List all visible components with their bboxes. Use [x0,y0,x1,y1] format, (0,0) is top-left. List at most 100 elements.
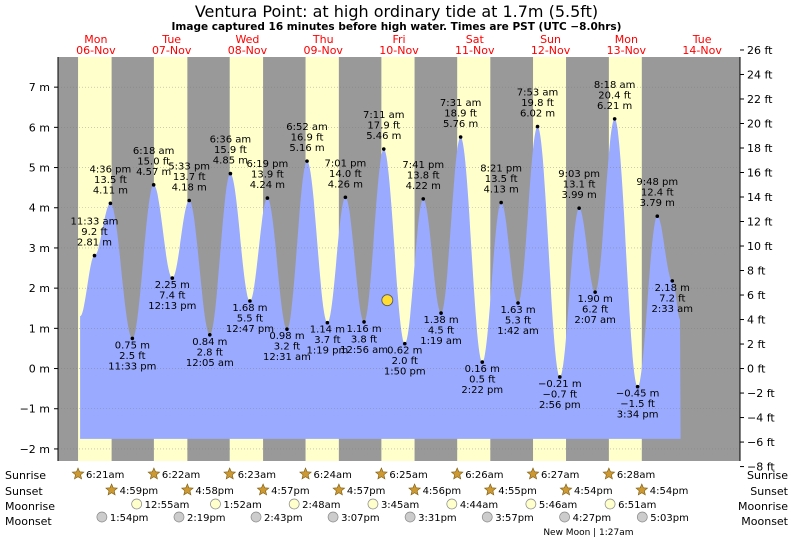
moonrise-moon-icon [131,498,143,510]
left-tick-label: 3 m [29,242,50,255]
sunrise-row-label-right: Sunrise [747,469,788,482]
low-tide-point [325,320,330,325]
moonset-moon-icon [327,511,339,523]
left-tick-label: 5 m [29,162,50,175]
low-tide-label: 12:56 am [340,345,388,356]
chart-title: Ventura Point: at high ordinary tide at … [195,2,598,21]
sunrise-time: 6:27am [541,470,579,481]
moonset-row-label-right: Moonset [741,515,788,528]
high-tide-label: 12.4 ft [641,188,674,199]
high-tide-label: 4:36 pm [90,164,132,175]
left-tick-label: 6 m [29,121,50,134]
moonrise-time: 3:45am [381,500,419,511]
sunset-star-icon [180,483,194,496]
high-tide-point [535,124,540,129]
right-tick-label: 6 ft [747,289,766,302]
low-tide-label: 12:13 pm [148,301,196,312]
low-tide-point [558,375,562,379]
high-tide-label: 13.5 ft [94,175,127,186]
sunrise-star-icon [450,467,464,480]
low-tide-point [402,341,407,346]
low-tide-label: 2.8 ft [197,347,223,358]
moonset-moon-icon [481,511,493,523]
day-date-label: 12-Nov [531,44,571,57]
moonset-moon-icon [173,511,185,523]
low-tide-point [593,290,597,294]
sunrise-time: 6:26am [465,470,503,481]
moonset-moon-icon [250,511,262,523]
low-tide-label: 2.0 ft [392,356,418,367]
low-tide-point [516,301,520,305]
low-tide-point [439,311,443,315]
right-tick-label: 24 ft [747,68,773,81]
high-tide-point [381,147,386,151]
sunrise-row-label-left: Sunrise [5,469,46,482]
moonrise-time: 5:46am [539,500,577,511]
title-group: Ventura Point: at high ordinary tide at … [172,2,622,33]
right-tick-label: 18 ft [747,142,773,155]
sunset-star-icon [105,483,119,496]
low-tide-label: 4.5 ft [428,326,454,337]
low-tide-label: 2:07 am [574,315,616,326]
high-tide-label: 9.2 ft [81,227,107,238]
current-tide-marker [381,294,394,307]
day-of-week-label: Mon [84,33,107,46]
low-tide-label: 1:19 am [420,336,462,347]
high-tide-point [612,117,617,121]
day-labels: Mon06-NovTue07-NovWed08-NovThu09-NovFri1… [76,33,722,57]
sunrise-star-icon [526,467,540,480]
high-tide-label: 6:52 am [286,122,328,133]
high-tide-label: 2.81 m [77,238,112,249]
moonrise-moon-icon [210,498,221,510]
moonset-moon-icon [404,511,416,523]
sunrise-time: 6:21am [86,470,124,481]
sunset-time: 4:54pm [574,486,613,497]
low-tide-point [170,276,175,280]
sunrise-star-icon [223,467,237,480]
moonrise-time: 12:55am [145,500,190,511]
low-tide-label: 7.4 ft [159,291,185,302]
high-tide-point [305,159,309,163]
high-tide-point [655,214,660,218]
moonset-time: 1:54pm [110,513,149,524]
sunset-time: 4:56pm [423,486,462,497]
low-tide-point [635,384,640,389]
high-tide-point [92,253,97,258]
sunset-row-label-right: Sunset [750,485,788,498]
high-tide-label: 18.9 ft [444,108,477,119]
right-tick-label: 12 ft [747,216,773,229]
sunrise-star-icon [374,467,388,480]
high-tide-label: 3.79 m [640,198,675,209]
sunrise-star-icon [147,467,161,480]
sunset-row-label-left: Sunset [5,485,43,498]
high-tide-label: 4.18 m [172,183,207,194]
low-tide-label: 0.75 m [115,340,150,351]
high-tide-label: 4.26 m [328,179,363,190]
moonrise-moon-icon [446,498,458,510]
moonset-time: 3:31pm [418,513,457,524]
right-tick-label: 16 ft [747,166,773,179]
moonset-time: 4:27pm [573,513,612,524]
day-date-label: 06-Nov [76,44,116,57]
low-tide-point [480,360,485,364]
moonset-time: 2:19pm [187,513,226,524]
moonrise-time: 2:48am [302,500,340,511]
moonrise-moon-icon [525,498,537,510]
low-tide-label: 5.5 ft [237,314,263,325]
high-tide-label: 14.0 ft [329,169,362,180]
high-tide-label: 9:48 pm [636,177,678,188]
left-tick-label: 1 m [29,322,50,335]
right-tick-label: −6 ft [747,436,775,449]
day-date-label: 11-Nov [455,44,495,57]
right-tick-label: −2 ft [747,387,775,400]
low-tide-label: 1.14 m [310,325,345,336]
moon-phase-note: New Moon | 1:27am [543,528,633,538]
high-tide-label: 6:36 am [210,135,252,146]
day-date-label: 14-Nov [682,44,722,57]
right-tick-label: 10 ft [747,240,773,253]
day-of-week-label: Wed [235,33,259,46]
low-tide-label: 0.5 ft [469,375,495,386]
sunrise-time: 6:25am [389,470,427,481]
high-tide-label: 7:41 pm [402,160,444,171]
